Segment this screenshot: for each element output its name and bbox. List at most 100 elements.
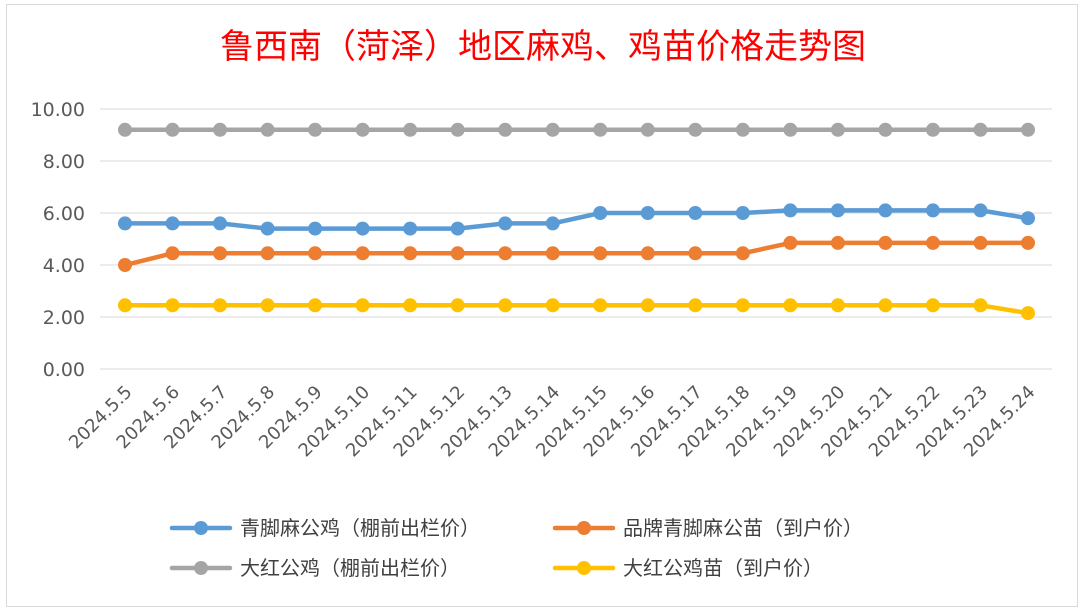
gridlines — [100, 108, 1052, 370]
data-point — [308, 221, 323, 236]
data-point — [450, 122, 465, 137]
data-point — [308, 298, 323, 313]
legend-label: 品牌青脚麻公苗（到户价） — [623, 516, 863, 540]
data-point — [213, 216, 228, 231]
legend-item: 大红公鸡（棚前出栏价） — [169, 556, 460, 580]
data-point — [355, 221, 370, 236]
y-tick-label: 2.00 — [43, 307, 85, 329]
data-point — [735, 298, 750, 313]
data-point — [688, 246, 703, 261]
series-group — [118, 122, 1035, 137]
data-point — [688, 206, 703, 220]
data-point — [498, 298, 513, 313]
legend-swatch-marker — [577, 561, 591, 575]
y-tick-label: 4.00 — [43, 255, 85, 277]
data-point — [925, 235, 940, 250]
data-point — [213, 298, 228, 313]
data-point — [403, 246, 418, 261]
data-point — [878, 122, 893, 137]
data-point — [355, 246, 370, 261]
data-point — [830, 203, 845, 218]
data-point — [735, 246, 750, 261]
data-point — [450, 298, 465, 313]
series-lines — [118, 122, 1035, 321]
legend-swatch-marker — [577, 521, 591, 535]
series-line — [122, 303, 1031, 316]
data-point — [355, 122, 370, 137]
data-point — [735, 122, 750, 137]
legend-swatch-marker — [194, 561, 208, 575]
data-point — [545, 216, 560, 231]
data-point — [450, 221, 465, 236]
data-point — [1021, 306, 1035, 321]
data-point — [403, 221, 418, 236]
data-point — [925, 203, 940, 218]
legend-label: 大红公鸡苗（到户价） — [623, 556, 823, 580]
data-point — [593, 246, 608, 261]
data-point — [213, 246, 228, 261]
data-point — [118, 122, 132, 137]
data-point — [403, 122, 418, 137]
legend-label: 大红公鸡（棚前出栏价） — [240, 556, 460, 580]
y-tick-label: 10.00 — [31, 99, 85, 121]
series-group — [118, 298, 1035, 321]
data-point — [593, 298, 608, 313]
data-point — [260, 298, 275, 313]
data-point — [830, 298, 845, 313]
data-point — [783, 235, 798, 250]
data-point — [640, 206, 655, 220]
data-point — [878, 235, 893, 250]
data-point — [213, 122, 228, 137]
data-point — [973, 235, 988, 250]
data-point — [830, 122, 845, 137]
data-point — [878, 203, 893, 218]
data-point — [450, 246, 465, 261]
data-point — [593, 122, 608, 137]
data-point — [1021, 211, 1035, 226]
data-point — [545, 122, 560, 137]
data-point — [498, 216, 513, 231]
data-point — [498, 122, 513, 137]
data-point — [925, 298, 940, 313]
data-point — [925, 122, 940, 137]
data-point — [973, 122, 988, 137]
data-point — [878, 298, 893, 313]
data-point — [688, 122, 703, 137]
data-point — [260, 246, 275, 261]
series-line — [122, 208, 1031, 231]
y-tick-label: 0.00 — [43, 359, 85, 381]
data-point — [165, 298, 180, 313]
data-point — [783, 298, 798, 313]
data-point — [640, 298, 655, 313]
data-point — [118, 216, 132, 231]
data-point — [640, 246, 655, 261]
legend-item: 青脚麻公鸡（棚前出栏价） — [169, 516, 480, 540]
data-point — [545, 246, 560, 261]
series-group — [118, 203, 1035, 236]
series-line — [122, 240, 1031, 268]
data-point — [260, 122, 275, 137]
data-point — [355, 298, 370, 313]
y-tick-label: 6.00 — [43, 203, 85, 225]
data-point — [308, 246, 323, 261]
data-point — [498, 246, 513, 261]
data-point — [1021, 235, 1035, 250]
data-point — [165, 122, 180, 137]
data-point — [1021, 122, 1035, 137]
series-group — [118, 235, 1035, 272]
data-point — [735, 206, 750, 220]
data-point — [118, 258, 132, 272]
data-point — [545, 298, 560, 313]
legend-swatch-marker — [194, 521, 208, 535]
data-point — [118, 298, 132, 313]
legend-item: 大红公鸡苗（到户价） — [552, 556, 823, 580]
data-point — [688, 298, 703, 313]
data-point — [260, 221, 275, 236]
data-point — [593, 206, 608, 220]
data-point — [640, 122, 655, 137]
data-point — [165, 216, 180, 231]
x-axis-ticks: 2024.5.52024.5.62024.5.72024.5.82024.5.9… — [65, 382, 1040, 462]
legend: 青脚麻公鸡（棚前出栏价） 品牌青脚麻公苗（到户价） 大红公鸡（棚前出栏价） 大红公鸡苗… — [169, 516, 863, 580]
data-point — [973, 203, 988, 218]
